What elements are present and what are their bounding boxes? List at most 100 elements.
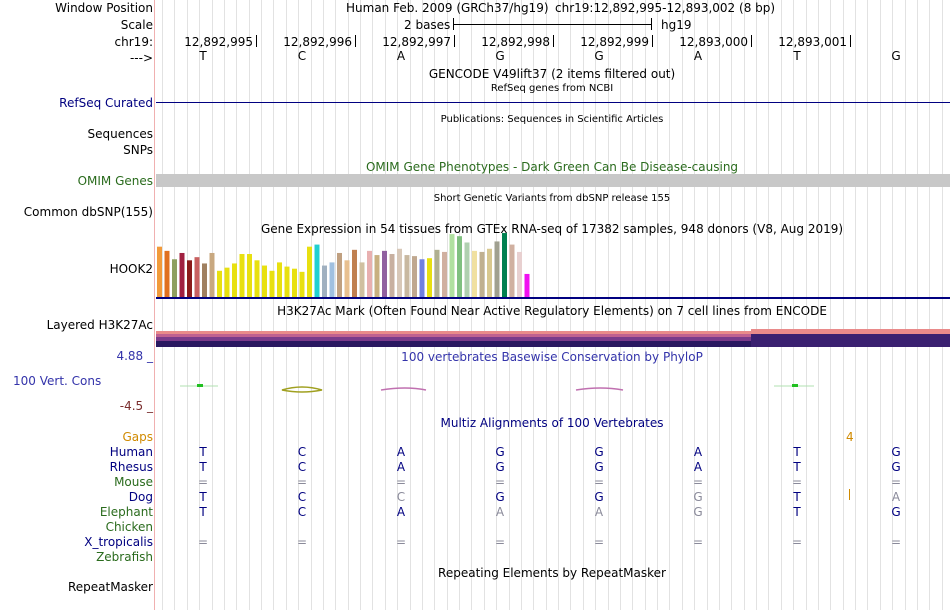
grid-line: [842, 0, 844, 610]
gtex-tissue-bar[interactable]: [434, 249, 440, 297]
multiz-species-label[interactable]: Elephant: [99, 505, 153, 519]
grid-line: [360, 0, 361, 610]
repeatmasker-track-label[interactable]: RepeatMasker: [67, 580, 153, 594]
gtex-tissue-bar[interactable]: [232, 263, 237, 297]
dbsnp-track-label[interactable]: Common dbSNP(155): [23, 205, 153, 219]
grid-line: [570, 0, 572, 610]
grid-line: [879, 0, 881, 610]
gtex-tissue-bar[interactable]: [202, 263, 207, 297]
gtex-tissue-bar[interactable]: [217, 270, 222, 297]
gtex-tissue-bar[interactable]: [352, 249, 357, 297]
scale-bar: [453, 24, 651, 25]
gtex-tissue-bar[interactable]: [419, 259, 425, 297]
snps-label[interactable]: SNPs: [123, 143, 153, 157]
gtex-tissue-bar[interactable]: [502, 233, 507, 297]
h3k27ac-signal[interactable]: [156, 329, 950, 347]
gtex-tissue-bar[interactable]: [382, 250, 387, 297]
gtex-tissue-bar[interactable]: [194, 257, 200, 297]
gtex-tissue-bar[interactable]: [494, 241, 500, 297]
gtex-tissue-bar[interactable]: [224, 267, 230, 297]
multiz-species-label[interactable]: Chicken: [105, 520, 153, 534]
phylop-track-label[interactable]: 100 Vert. Cons: [13, 374, 102, 388]
gtex-tissue-bar[interactable]: [479, 251, 485, 297]
sequences-label[interactable]: Sequences: [87, 127, 153, 141]
gtex-tissue-bar[interactable]: [269, 270, 275, 297]
multiz-base: A: [693, 460, 703, 474]
multiz-base: C: [297, 505, 307, 519]
gtex-tissue-bar[interactable]: [254, 260, 260, 297]
gtex-tissue-bar[interactable]: [487, 248, 492, 297]
gencode-track-title[interactable]: GENCODE V49lift37 (2 items filtered out): [428, 67, 676, 81]
gtex-tissue-bar[interactable]: [337, 252, 342, 297]
omim-track-label[interactable]: OMIM Genes: [77, 174, 153, 188]
omim-gene-bar[interactable]: [156, 174, 950, 187]
gtex-tissue-bar[interactable]: [299, 271, 305, 297]
gtex-tissue-bar[interactable]: [457, 236, 462, 297]
phylop-signal[interactable]: [156, 380, 950, 396]
gtex-track-title[interactable]: Gene Expression in 54 tissues from GTEx …: [260, 222, 844, 236]
gtex-tissue-bar[interactable]: [157, 246, 162, 297]
gtex-tissue-bar[interactable]: [367, 250, 372, 297]
multiz-species-label[interactable]: Human: [109, 445, 153, 459]
scale-label: Scale: [120, 18, 153, 32]
grid-line: [941, 0, 943, 610]
multiz-species-label[interactable]: Mouse: [114, 475, 153, 489]
multiz-base: =: [395, 535, 407, 549]
gtex-tissue-bar[interactable]: [322, 265, 327, 297]
gtex-tissue-bar[interactable]: [307, 246, 312, 297]
gtex-gene-label[interactable]: HOOK2: [109, 262, 153, 276]
gtex-tissue-bar[interactable]: [277, 262, 282, 297]
gtex-tissue-bar[interactable]: [449, 234, 455, 297]
multiz-track-title[interactable]: Multiz Alignments of 100 Vertebrates: [440, 416, 664, 430]
gtex-bar-chart[interactable]: [156, 232, 950, 302]
grid-line: [558, 0, 559, 610]
gtex-tissue-bar[interactable]: [344, 260, 350, 297]
grid-line: [397, 0, 399, 610]
gtex-tissue-bar[interactable]: [172, 259, 177, 297]
refseq-subtitle: RefSeq genes from NCBI: [490, 83, 614, 94]
gtex-tissue-bar[interactable]: [412, 256, 417, 297]
dbsnp-track-title[interactable]: Short Genetic Variants from dbSNP releas…: [433, 193, 671, 204]
gtex-tissue-bar[interactable]: [262, 265, 267, 297]
grid-line: [248, 0, 250, 610]
gtex-tissue-bar[interactable]: [284, 266, 290, 297]
gtex-tissue-bar[interactable]: [517, 251, 522, 297]
gtex-tissue-bar[interactable]: [292, 268, 297, 297]
phylop-track-title[interactable]: 100 vertebrates Basewise Conservation by…: [401, 350, 703, 364]
gtex-tissue-bar[interactable]: [209, 252, 215, 297]
gtex-tissue-bar[interactable]: [397, 248, 402, 297]
gtex-tissue-bar[interactable]: [524, 273, 530, 297]
gtex-tissue-bar[interactable]: [359, 262, 365, 297]
omim-track-title[interactable]: OMIM Gene Phenotypes - Dark Green Can Be…: [365, 160, 739, 174]
refseq-track-label[interactable]: RefSeq Curated: [59, 96, 153, 110]
gtex-tissue-bar[interactable]: [374, 255, 380, 297]
gtex-tissue-bar[interactable]: [404, 255, 410, 297]
gtex-tissue-bar[interactable]: [509, 244, 515, 297]
grid-line: [855, 0, 856, 610]
gtex-tissue-bar[interactable]: [314, 244, 320, 297]
h3k27ac-track-label[interactable]: Layered H3K27Ac: [46, 318, 153, 332]
repeatmasker-track-title[interactable]: Repeating Elements by RepeatMasker: [438, 566, 666, 580]
gtex-tissue-bar[interactable]: [442, 251, 447, 297]
grid-line: [372, 0, 374, 610]
gtex-tissue-bar[interactable]: [472, 250, 477, 297]
gtex-tissue-bar[interactable]: [247, 254, 252, 297]
publications-track-title[interactable]: Publications: Sequences in Scientific Ar…: [440, 114, 664, 125]
multiz-base: =: [890, 475, 902, 489]
grid-line: [743, 0, 745, 610]
gtex-tissue-bar[interactable]: [187, 260, 192, 297]
ruler-base: G: [495, 49, 505, 63]
gtex-tissue-bar[interactable]: [464, 242, 470, 297]
multiz-species-label[interactable]: Zebrafish: [96, 550, 153, 564]
gtex-tissue-bar[interactable]: [389, 254, 395, 297]
multiz-species-label[interactable]: X_tropicalis: [84, 535, 153, 549]
multiz-species-label[interactable]: Rhesus: [109, 460, 153, 474]
gtex-tissue-bar[interactable]: [427, 258, 432, 297]
gtex-tissue-bar[interactable]: [164, 250, 170, 297]
multiz-species-label[interactable]: Dog: [128, 490, 153, 504]
h3k27ac-track-title[interactable]: H3K27Ac Mark (Often Found Near Active Re…: [277, 304, 827, 318]
gtex-tissue-bar[interactable]: [239, 254, 245, 297]
multiz-base: =: [593, 535, 605, 549]
gtex-tissue-bar[interactable]: [329, 262, 335, 297]
gtex-tissue-bar[interactable]: [179, 252, 185, 297]
